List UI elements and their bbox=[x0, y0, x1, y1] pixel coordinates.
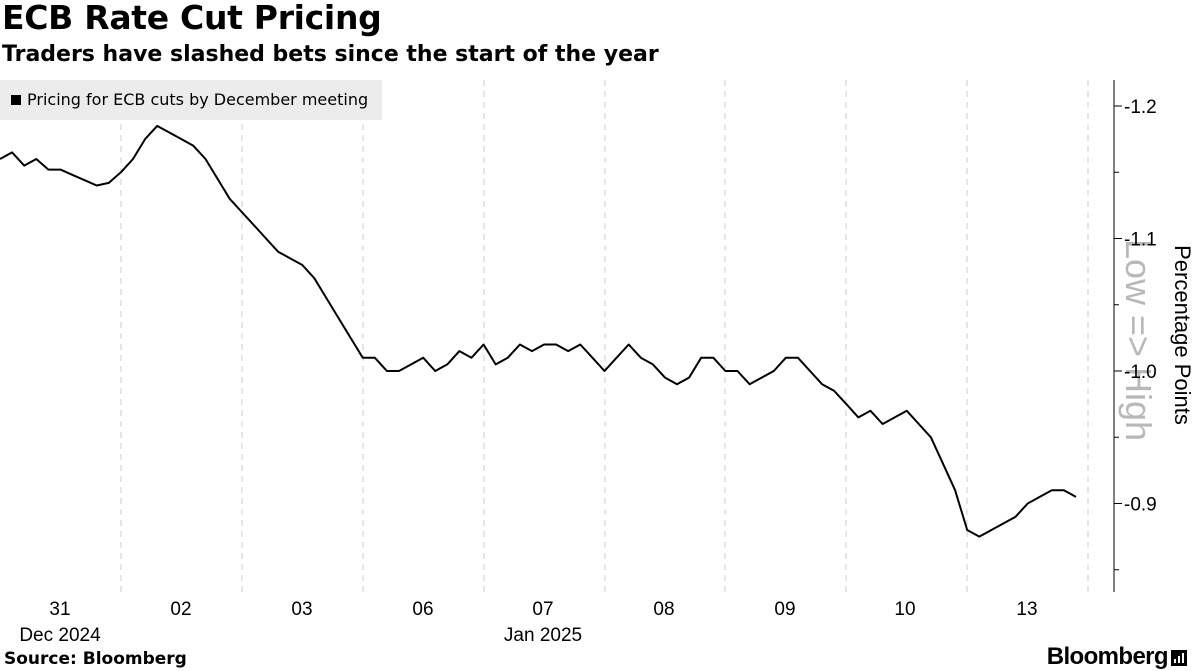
x-tick-label: 31 bbox=[49, 599, 70, 620]
y-tick-label: -1.2 bbox=[1124, 97, 1157, 118]
x-tick-label: 06 bbox=[412, 599, 433, 620]
y-tick-label: -1.1 bbox=[1124, 230, 1157, 251]
x-period-label: Dec 2024 bbox=[19, 625, 101, 646]
legend bbox=[0, 80, 382, 120]
x-tick-label: 07 bbox=[532, 599, 553, 620]
chart-subtitle: Traders have slashed bets since the star… bbox=[2, 42, 659, 67]
y-tick-label: -0.9 bbox=[1124, 495, 1157, 516]
x-period-label: Jan 2025 bbox=[504, 625, 582, 646]
brand-logo: Bloomberg bbox=[1046, 643, 1169, 670]
y-axis-annotation: Low => High bbox=[1118, 239, 1159, 441]
x-tick-label: 08 bbox=[653, 599, 674, 620]
y-tick-label: -1.0 bbox=[1124, 362, 1157, 383]
x-tick-label: 02 bbox=[170, 599, 191, 620]
bloomberg-terminal-icon bbox=[1171, 650, 1187, 666]
x-tick-label: 10 bbox=[894, 599, 915, 620]
x-tick-label: 13 bbox=[1016, 599, 1037, 620]
legend-label: Pricing for ECB cuts by December meeting bbox=[27, 90, 369, 109]
y-axis: -1.2 -1.1 -1.0 -0.9 bbox=[1113, 80, 1157, 592]
y-axis-label: Percentage Points bbox=[1170, 245, 1194, 425]
x-tick-label: 03 bbox=[291, 599, 312, 620]
source-note: Source: Bloomberg bbox=[4, 649, 187, 669]
series-line bbox=[0, 124, 1077, 538]
legend-swatch bbox=[11, 95, 21, 105]
vertical-gridlines bbox=[120, 80, 1089, 592]
x-axis: 31 02 03 06 07 08 09 10 13 Dec 2024 Jan 2025 bbox=[19, 599, 1037, 646]
x-tick-label: 09 bbox=[774, 599, 795, 620]
chart-title: ECB Rate Cut Pricing bbox=[2, 0, 382, 37]
